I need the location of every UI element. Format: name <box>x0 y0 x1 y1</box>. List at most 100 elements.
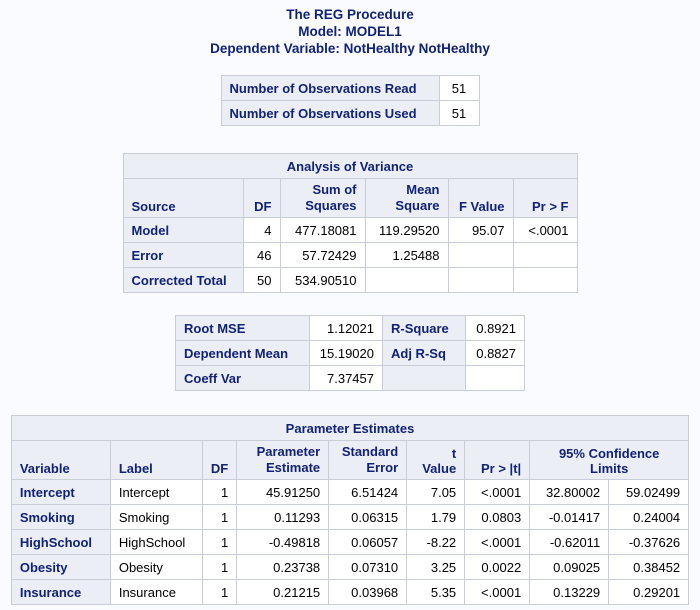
data-cell: 0.8921 <box>465 315 525 341</box>
data-cell: 0.38452 <box>608 554 690 580</box>
table-row: Number of Observations Used 51 <box>220 100 480 126</box>
table-row: Number of Observations Read 51 <box>220 75 480 101</box>
table-row: Corrected Total 50 534.90510 <box>122 267 578 293</box>
data-cell: -8.22 <box>406 529 466 555</box>
row-header <box>382 365 466 391</box>
data-cell: 0.11293 <box>236 504 330 530</box>
row-header: Coeff Var <box>175 365 310 391</box>
observations-table: Number of Observations Read 51 Number of… <box>220 75 480 126</box>
parameter-estimates-table: Parameter Estimates Variable Label DF Pa… <box>10 415 690 605</box>
data-cell <box>364 267 449 293</box>
table-row: Model 4 477.18081 119.29520 95.07 <.0001 <box>122 217 578 243</box>
col-header-confidence-limits: 95% Confidence Limits <box>529 440 690 480</box>
data-cell: 1 <box>201 554 238 580</box>
data-cell: 477.18081 <box>279 217 366 243</box>
report-title-dependent-variable: Dependent Variable: NotHealthy NotHealth… <box>210 41 490 56</box>
row-header: Root MSE <box>175 315 310 341</box>
obs-read-label: Number of Observations Read <box>220 75 440 101</box>
data-cell: 0.06315 <box>328 504 408 530</box>
row-header: Insurance <box>10 579 111 605</box>
data-cell: 0.03968 <box>328 579 408 605</box>
data-cell: Obesity <box>109 554 203 580</box>
data-cell: -0.49818 <box>236 529 330 555</box>
data-cell: 0.8827 <box>465 340 525 366</box>
row-header: Error <box>122 242 244 268</box>
data-cell: 5.35 <box>406 579 466 605</box>
data-cell: 1.25488 <box>364 242 449 268</box>
col-header-df: DF <box>242 178 281 218</box>
data-cell <box>447 267 514 293</box>
report-header: The REG Procedure Model: MODEL1 Dependen… <box>0 0 700 57</box>
data-cell: 32.80002 <box>529 479 610 505</box>
data-cell: 0.24004 <box>608 504 690 530</box>
data-cell: Smoking <box>109 504 203 530</box>
data-cell: 1.79 <box>406 504 466 530</box>
data-cell: 1 <box>201 504 238 530</box>
table-row: Error 46 57.72429 1.25488 <box>122 242 578 268</box>
table-row: Smoking Smoking 1 0.11293 0.06315 1.79 0… <box>10 504 690 530</box>
row-header: Intercept <box>10 479 111 505</box>
table-row: Coeff Var 7.37457 <box>175 365 525 391</box>
col-header-df: DF <box>201 440 238 480</box>
data-cell: 1.12021 <box>309 315 383 341</box>
obs-used-label: Number of Observations Used <box>220 100 440 126</box>
col-header-pr-t: Pr > |t| <box>464 440 531 480</box>
data-cell: HighSchool <box>109 529 203 555</box>
row-header: HighSchool <box>10 529 111 555</box>
data-cell: 3.25 <box>406 554 466 580</box>
data-cell: <.0001 <box>512 217 578 243</box>
data-cell <box>512 267 578 293</box>
table-row: Root MSE 1.12021 R-Square 0.8921 <box>175 315 525 341</box>
row-header: Model <box>122 217 244 243</box>
row-header: Obesity <box>10 554 111 580</box>
row-header: R-Square <box>382 315 466 341</box>
col-header-pr-f: Pr > F <box>512 178 578 218</box>
col-header-source: Source <box>122 178 244 218</box>
data-cell: 1 <box>201 529 238 555</box>
row-header: Smoking <box>10 504 111 530</box>
data-cell: 6.51424 <box>328 479 408 505</box>
data-cell: <.0001 <box>464 529 531 555</box>
data-cell: Intercept <box>109 479 203 505</box>
data-cell: 45.91250 <box>236 479 330 505</box>
anova-table: Analysis of Variance Source DF Sum of Sq… <box>122 153 578 293</box>
col-header-mean-square: Mean Square <box>364 178 449 218</box>
row-header: Adj R-Sq <box>382 340 466 366</box>
column-header-row: Variable Label DF Parameter Estimate Sta… <box>10 440 690 480</box>
data-cell: 0.07310 <box>328 554 408 580</box>
col-header-standard-error: Standard Error <box>328 440 408 480</box>
column-header-row: Source DF Sum of Squares Mean Square F V… <box>122 178 578 218</box>
data-cell: 119.29520 <box>364 217 449 243</box>
table-row: HighSchool HighSchool 1 -0.49818 0.06057… <box>10 529 690 555</box>
report-title-model: Model: MODEL1 <box>298 24 402 39</box>
col-header-label: Label <box>109 440 203 480</box>
data-cell: 0.23738 <box>236 554 330 580</box>
fit-statistics-table: Root MSE 1.12021 R-Square 0.8921 Depende… <box>175 315 525 391</box>
col-header-variable: Variable <box>10 440 111 480</box>
data-cell: <.0001 <box>464 479 531 505</box>
data-cell: Insurance <box>109 579 203 605</box>
data-cell: 0.29201 <box>608 579 690 605</box>
data-cell: 4 <box>242 217 281 243</box>
table-title-row: Parameter Estimates <box>10 415 690 441</box>
anova-title: Analysis of Variance <box>122 153 578 179</box>
data-cell: 0.21215 <box>236 579 330 605</box>
data-cell: -0.01417 <box>529 504 610 530</box>
data-cell: 50 <box>242 267 281 293</box>
report-title-procedure: The REG Procedure <box>286 7 414 22</box>
obs-used-value: 51 <box>438 100 480 126</box>
data-cell: 1 <box>201 479 238 505</box>
table-row: Insurance Insurance 1 0.21215 0.03968 5.… <box>10 579 690 605</box>
data-cell: <.0001 <box>464 579 531 605</box>
col-header-t-value: t Value <box>406 440 466 480</box>
data-cell: 0.06057 <box>328 529 408 555</box>
data-cell: 534.90510 <box>279 267 366 293</box>
data-cell: 95.07 <box>447 217 514 243</box>
data-cell: 0.0022 <box>464 554 531 580</box>
data-cell: -0.62011 <box>529 529 610 555</box>
table-row: Intercept Intercept 1 45.91250 6.51424 7… <box>10 479 690 505</box>
data-cell: 0.13229 <box>529 579 610 605</box>
obs-read-value: 51 <box>438 75 480 101</box>
row-header: Corrected Total <box>122 267 244 293</box>
data-cell: 7.05 <box>406 479 466 505</box>
